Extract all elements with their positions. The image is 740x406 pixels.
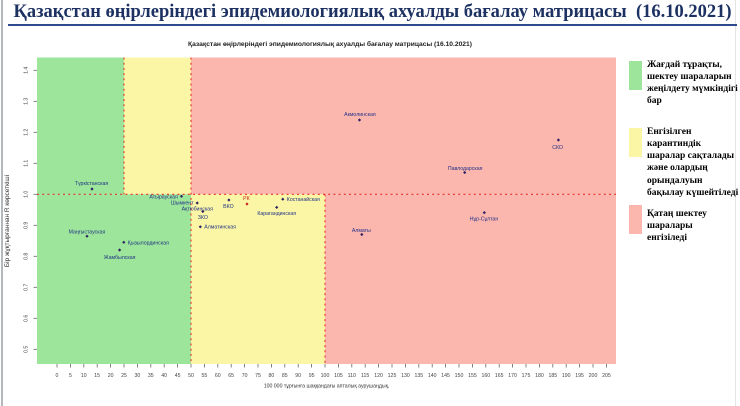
svg-text:60: 60 <box>215 373 221 379</box>
svg-text:45: 45 <box>175 373 181 379</box>
svg-text:Ақтюбинская: Ақтюбинская <box>182 207 214 213</box>
svg-text:РК: РК <box>243 196 249 202</box>
svg-text:Бір жұқтырғаннан R көрсеткіші: Бір жұқтырғаннан R көрсеткіші <box>3 175 11 267</box>
svg-text:1.0: 1.0 <box>24 191 30 198</box>
svg-text:Костанайская: Костанайская <box>287 196 320 203</box>
svg-text:125: 125 <box>388 373 397 379</box>
svg-text:20: 20 <box>108 373 114 379</box>
svg-text:65: 65 <box>228 373 234 379</box>
svg-text:100 000 тұрғынға шаққандағы ап: 100 000 тұрғынға шаққандағы апталық ауру… <box>264 384 390 390</box>
svg-text:95: 95 <box>309 373 315 379</box>
svg-text:175: 175 <box>522 373 531 379</box>
svg-text:150: 150 <box>455 373 464 379</box>
svg-text:Шымкент: Шымкент <box>171 201 194 207</box>
svg-text:30: 30 <box>135 373 141 379</box>
svg-text:140: 140 <box>428 373 437 379</box>
svg-text:1.1: 1.1 <box>24 160 30 167</box>
svg-text:105: 105 <box>334 373 343 379</box>
svg-text:10: 10 <box>81 373 87 379</box>
svg-text:35: 35 <box>148 373 154 379</box>
svg-text:Карагандинская: Карагандинская <box>257 211 296 217</box>
svg-text:85: 85 <box>282 373 288 379</box>
svg-text:75: 75 <box>255 373 261 379</box>
svg-text:120: 120 <box>374 373 383 379</box>
svg-text:0.8: 0.8 <box>24 253 30 260</box>
svg-text:200: 200 <box>589 373 598 379</box>
svg-text:Алматинская: Алматинская <box>204 225 236 231</box>
svg-text:100: 100 <box>321 373 330 379</box>
svg-text:СКО: СКО <box>552 145 563 151</box>
svg-text:190: 190 <box>562 373 571 379</box>
svg-text:70: 70 <box>242 373 248 379</box>
svg-text:185: 185 <box>548 373 557 379</box>
svg-text:160: 160 <box>481 373 490 379</box>
svg-text:Павлодарская: Павлодарская <box>448 166 483 172</box>
svg-text:55: 55 <box>202 373 208 379</box>
svg-text:15: 15 <box>94 373 100 379</box>
svg-text:1.2: 1.2 <box>24 129 30 136</box>
svg-text:Атырауская: Атырауская <box>149 194 178 200</box>
svg-text:115: 115 <box>361 373 369 379</box>
svg-text:Нұр-Сұлтан: Нұр-Сұлтан <box>470 217 499 223</box>
svg-text:165: 165 <box>495 373 504 379</box>
svg-text:5: 5 <box>69 373 72 379</box>
svg-text:Алматы: Алматы <box>352 228 371 234</box>
svg-text:195: 195 <box>575 373 584 379</box>
svg-text:0.5: 0.5 <box>24 346 30 353</box>
svg-text:130: 130 <box>401 373 410 379</box>
svg-text:155: 155 <box>468 373 477 379</box>
svg-text:0.6: 0.6 <box>24 315 30 322</box>
svg-text:Акмолинская: Акмолинская <box>344 112 376 118</box>
svg-text:170: 170 <box>508 373 517 379</box>
svg-text:Маңғыстауская: Маңғыстауская <box>69 229 106 235</box>
svg-text:50: 50 <box>188 373 194 379</box>
svg-text:0: 0 <box>56 373 59 379</box>
svg-text:110: 110 <box>348 373 356 379</box>
svg-text:145: 145 <box>441 373 450 379</box>
svg-text:135: 135 <box>414 373 423 379</box>
svg-text:Түркістанская: Түркістанская <box>75 181 109 187</box>
svg-text:0.9: 0.9 <box>24 222 30 229</box>
svg-text:25: 25 <box>121 373 127 379</box>
svg-text:205: 205 <box>602 373 611 379</box>
svg-text:ЗКО: ЗКО <box>198 215 208 221</box>
svg-text:0.7: 0.7 <box>24 284 30 291</box>
svg-text:180: 180 <box>535 373 544 379</box>
svg-text:Жамбылская: Жамбылская <box>104 255 136 261</box>
svg-text:40: 40 <box>161 373 167 379</box>
svg-text:80: 80 <box>269 373 275 379</box>
svg-text:90: 90 <box>295 373 301 379</box>
svg-text:1.3: 1.3 <box>24 98 30 105</box>
svg-text:1.4: 1.4 <box>24 67 30 74</box>
svg-text:Қазақстан өңірлеріндегі эпидем: Қазақстан өңірлеріндегі эпидемиологиялық… <box>188 40 472 48</box>
svg-text:Қызылординская: Қызылординская <box>128 240 169 246</box>
svg-text:ВКО: ВКО <box>223 204 233 210</box>
